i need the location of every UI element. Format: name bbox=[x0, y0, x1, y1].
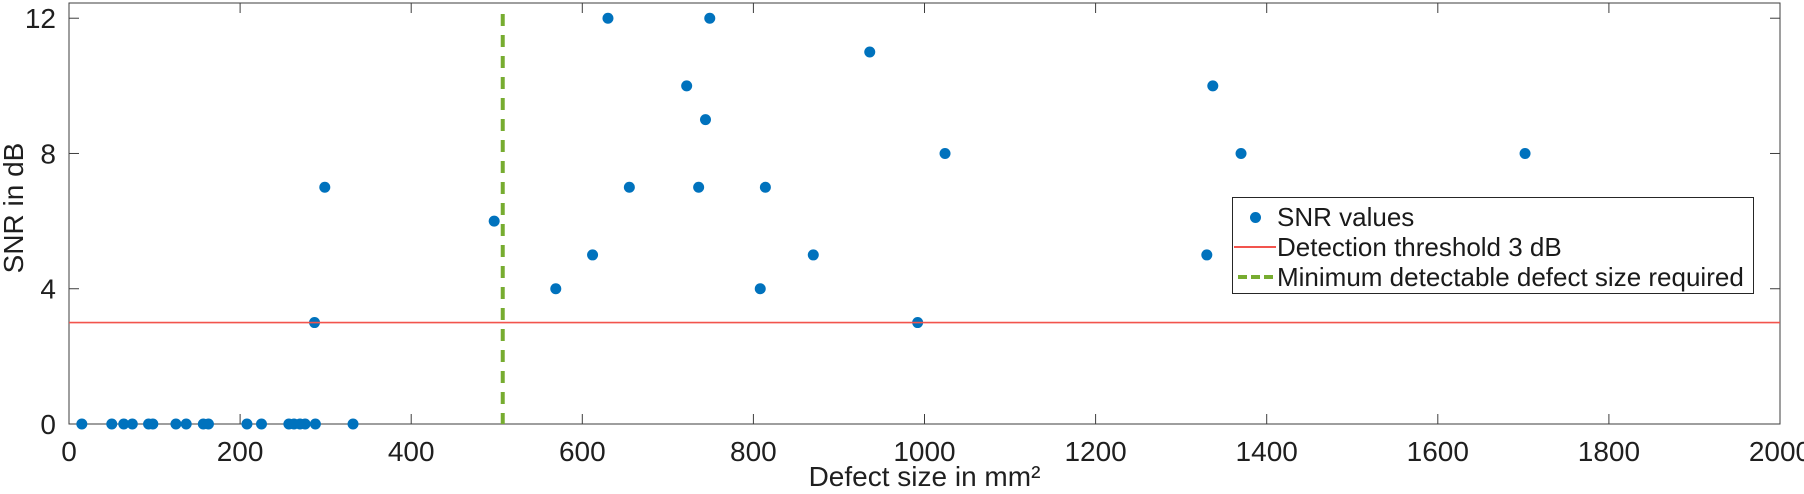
scatter-point bbox=[754, 283, 766, 295]
legend-swatch-cell bbox=[1233, 246, 1277, 248]
scatter-point bbox=[106, 418, 118, 430]
scatter-point bbox=[180, 418, 192, 430]
dashed-line-marker-icon bbox=[1234, 275, 1276, 279]
legend: SNR values Detection threshold 3 dB Mini… bbox=[1232, 197, 1754, 294]
x-tick-label: 0 bbox=[61, 436, 77, 467]
legend-label: SNR values bbox=[1277, 201, 1415, 232]
scatter-point bbox=[864, 46, 876, 58]
scatter-point bbox=[255, 418, 267, 430]
legend-swatch-cell bbox=[1233, 275, 1277, 279]
x-tick-label: 800 bbox=[730, 436, 777, 467]
legend-label: Minimum detectable defect size required bbox=[1277, 261, 1744, 292]
y-tick-label: 12 bbox=[25, 3, 56, 34]
legend-row-min-defect-size: Minimum detectable defect size required bbox=[1233, 262, 1753, 292]
scatter-point bbox=[309, 418, 321, 430]
scatter-point bbox=[1207, 80, 1219, 92]
x-tick-label: 1800 bbox=[1578, 436, 1640, 467]
scatter-dot-marker-icon bbox=[1249, 211, 1261, 223]
x-tick-label: 1200 bbox=[1064, 436, 1126, 467]
scatter-point bbox=[1201, 249, 1213, 261]
y-axis-label: SNR in dB bbox=[0, 142, 29, 274]
legend-label: Detection threshold 3 dB bbox=[1277, 231, 1562, 262]
y-tick-label: 4 bbox=[40, 274, 56, 305]
scatter-point bbox=[202, 418, 214, 430]
scatter-point bbox=[704, 12, 716, 24]
scatter-point bbox=[623, 181, 635, 193]
scatter-point bbox=[118, 418, 130, 430]
legend-row-detection-threshold: Detection threshold 3 dB bbox=[1233, 232, 1753, 262]
scatter-point bbox=[299, 418, 311, 430]
scatter-point bbox=[1235, 147, 1247, 159]
x-tick-label: 1000 bbox=[893, 436, 955, 467]
scatter-point bbox=[147, 418, 159, 430]
scatter-point bbox=[126, 418, 138, 430]
scatter-point bbox=[1519, 147, 1531, 159]
scatter-point bbox=[681, 80, 693, 92]
scatter-point bbox=[488, 215, 500, 227]
scatter-point bbox=[319, 181, 331, 193]
scatter-point bbox=[347, 418, 359, 430]
y-tick-label: 0 bbox=[40, 409, 56, 440]
legend-row-snr-values: SNR values bbox=[1233, 202, 1753, 232]
scatter-point bbox=[241, 418, 253, 430]
threshold-line-marker-icon bbox=[1234, 246, 1276, 248]
scatter-point bbox=[602, 12, 614, 24]
scatter-point bbox=[807, 249, 819, 261]
y-tick-label: 8 bbox=[40, 138, 56, 169]
scatter-point bbox=[587, 249, 599, 261]
scatter-point bbox=[170, 418, 182, 430]
scatter-point bbox=[693, 181, 705, 193]
scatter-point bbox=[939, 147, 951, 159]
x-axis-label: Defect size in mm² bbox=[808, 461, 1041, 492]
x-tick-label: 200 bbox=[217, 436, 264, 467]
x-tick-label: 600 bbox=[559, 436, 606, 467]
scatter-point bbox=[699, 114, 711, 126]
scatter-point bbox=[759, 181, 771, 193]
x-tick-label: 400 bbox=[388, 436, 435, 467]
x-tick-label: 1600 bbox=[1407, 436, 1469, 467]
legend-swatch-cell bbox=[1233, 211, 1277, 223]
x-tick-label: 2000 bbox=[1749, 436, 1804, 467]
scatter-point bbox=[76, 418, 88, 430]
scatter-point bbox=[550, 283, 562, 295]
x-tick-label: 1400 bbox=[1236, 436, 1298, 467]
